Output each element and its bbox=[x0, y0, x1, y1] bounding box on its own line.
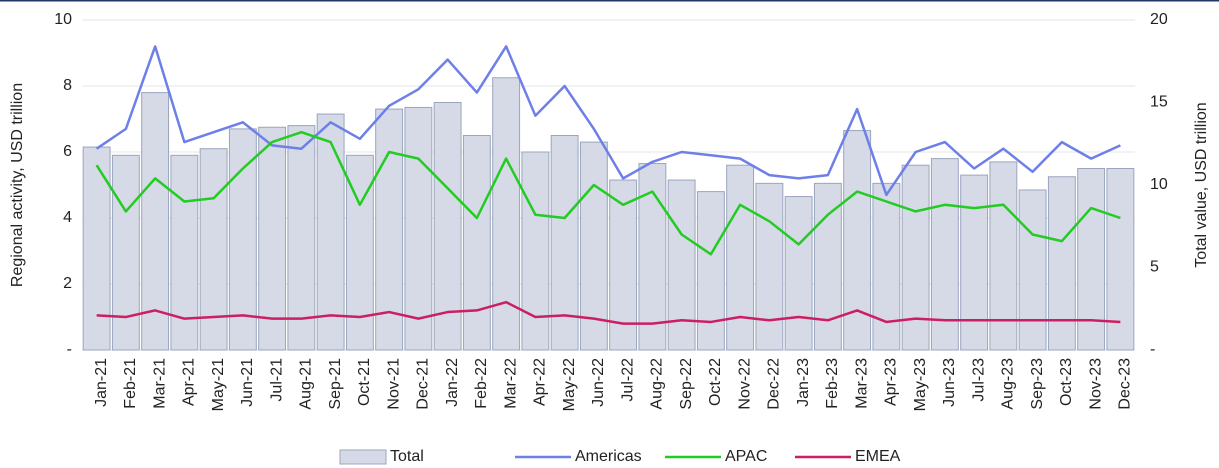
x-tick-label: Sep-22 bbox=[678, 358, 695, 410]
legend-label: Americas bbox=[575, 448, 642, 465]
x-tick-label: Sep-21 bbox=[327, 358, 344, 410]
line-series bbox=[95, 45, 1121, 197]
x-tick-label: Jul-22 bbox=[619, 358, 636, 402]
x-tick-label: Jul-21 bbox=[268, 358, 285, 402]
x-tick-label: Apr-21 bbox=[181, 358, 198, 406]
x-tick-label: Mar-22 bbox=[502, 358, 519, 409]
y2-tick-label: 20 bbox=[1150, 11, 1168, 28]
x-tick-label: Jun-21 bbox=[239, 358, 256, 407]
bar bbox=[1047, 176, 1076, 351]
x-tick-label: Aug-23 bbox=[1000, 358, 1017, 410]
y-tick-label: 6 bbox=[63, 143, 72, 160]
x-tick-label: Jul-23 bbox=[970, 358, 987, 402]
x-tick-label: Feb-23 bbox=[824, 358, 841, 409]
bar bbox=[316, 113, 345, 351]
bar bbox=[287, 125, 316, 351]
bar bbox=[667, 179, 696, 351]
x-tick-label: Mar-21 bbox=[151, 358, 168, 409]
bar bbox=[960, 174, 989, 351]
x-tick-label: May-23 bbox=[912, 358, 929, 411]
x-tick-label: Jan-22 bbox=[444, 358, 461, 407]
bar bbox=[521, 151, 550, 351]
line-series bbox=[95, 130, 1121, 256]
bar bbox=[199, 148, 228, 351]
x-tick-label: Apr-22 bbox=[532, 358, 549, 406]
bar bbox=[989, 161, 1018, 351]
y2-tick-label: 5 bbox=[1150, 259, 1159, 276]
x-tick-label: Aug-21 bbox=[298, 358, 315, 410]
bar bbox=[579, 141, 608, 351]
y-tick-label: 2 bbox=[63, 275, 72, 292]
x-tick-label: Dec-21 bbox=[415, 358, 432, 410]
y-axis-label: Regional activity, USD trillion bbox=[9, 83, 26, 287]
bar bbox=[375, 108, 404, 351]
bar bbox=[492, 77, 521, 351]
bar bbox=[930, 158, 959, 351]
y2-tick-label: 10 bbox=[1150, 176, 1168, 193]
line-series bbox=[96, 300, 1121, 325]
bar bbox=[843, 130, 872, 351]
bar bbox=[550, 135, 579, 351]
x-tick-label: Jan-21 bbox=[93, 358, 110, 407]
x-tick-label: Apr-23 bbox=[883, 358, 900, 406]
x-tick-label: Mar-23 bbox=[853, 358, 870, 409]
x-tick-label: Feb-21 bbox=[122, 358, 139, 409]
bar bbox=[111, 154, 140, 351]
x-tick-label: May-22 bbox=[561, 358, 578, 411]
y-tick-label: - bbox=[67, 341, 72, 358]
x-tick-label: Jun-22 bbox=[590, 358, 607, 407]
bar bbox=[696, 191, 725, 351]
bar bbox=[901, 164, 930, 351]
bar bbox=[82, 146, 111, 351]
x-tick-label: Nov-23 bbox=[1087, 358, 1104, 410]
y2-tick-label: 15 bbox=[1150, 94, 1168, 111]
bar bbox=[755, 182, 784, 351]
x-tick-label: Oct-21 bbox=[356, 358, 373, 406]
bar bbox=[170, 154, 199, 351]
bar bbox=[872, 182, 901, 351]
bar bbox=[462, 135, 491, 351]
bar bbox=[141, 92, 170, 351]
legend-label: EMEA bbox=[855, 448, 901, 465]
bar bbox=[1077, 168, 1106, 351]
x-tick-label: Feb-22 bbox=[473, 358, 490, 409]
x-tick-label: Dec-22 bbox=[766, 358, 783, 410]
legend-label: Total bbox=[390, 448, 424, 465]
y-tick-label: 8 bbox=[63, 77, 72, 94]
x-tick-label: Oct-22 bbox=[707, 358, 724, 406]
x-tick-label: Jun-23 bbox=[941, 358, 958, 407]
legend-label: APAC bbox=[725, 448, 767, 465]
x-tick-label: Nov-22 bbox=[736, 358, 753, 410]
y-tick-label: 4 bbox=[63, 209, 72, 226]
y2-axis-label: Total value, USD trillion bbox=[1193, 102, 1210, 267]
bar bbox=[784, 196, 813, 351]
x-tick-label: May-21 bbox=[210, 358, 227, 411]
x-tick-label: Sep-23 bbox=[1029, 358, 1046, 410]
bar bbox=[1106, 168, 1135, 351]
x-tick-label: Nov-21 bbox=[385, 358, 402, 410]
bar bbox=[228, 128, 257, 351]
bar bbox=[433, 102, 462, 351]
x-tick-label: Jan-23 bbox=[795, 358, 812, 407]
bar bbox=[1018, 189, 1047, 351]
bar bbox=[813, 182, 842, 351]
bar bbox=[258, 126, 287, 351]
x-tick-label: Aug-22 bbox=[649, 358, 666, 410]
bar bbox=[726, 164, 755, 351]
x-tick-label: Oct-23 bbox=[1058, 358, 1075, 406]
bar bbox=[404, 106, 433, 351]
y2-tick-label: - bbox=[1150, 341, 1155, 358]
x-tick-label: Dec-23 bbox=[1117, 358, 1134, 410]
y-tick-label: 10 bbox=[54, 11, 72, 28]
legend-swatch bbox=[339, 449, 387, 465]
